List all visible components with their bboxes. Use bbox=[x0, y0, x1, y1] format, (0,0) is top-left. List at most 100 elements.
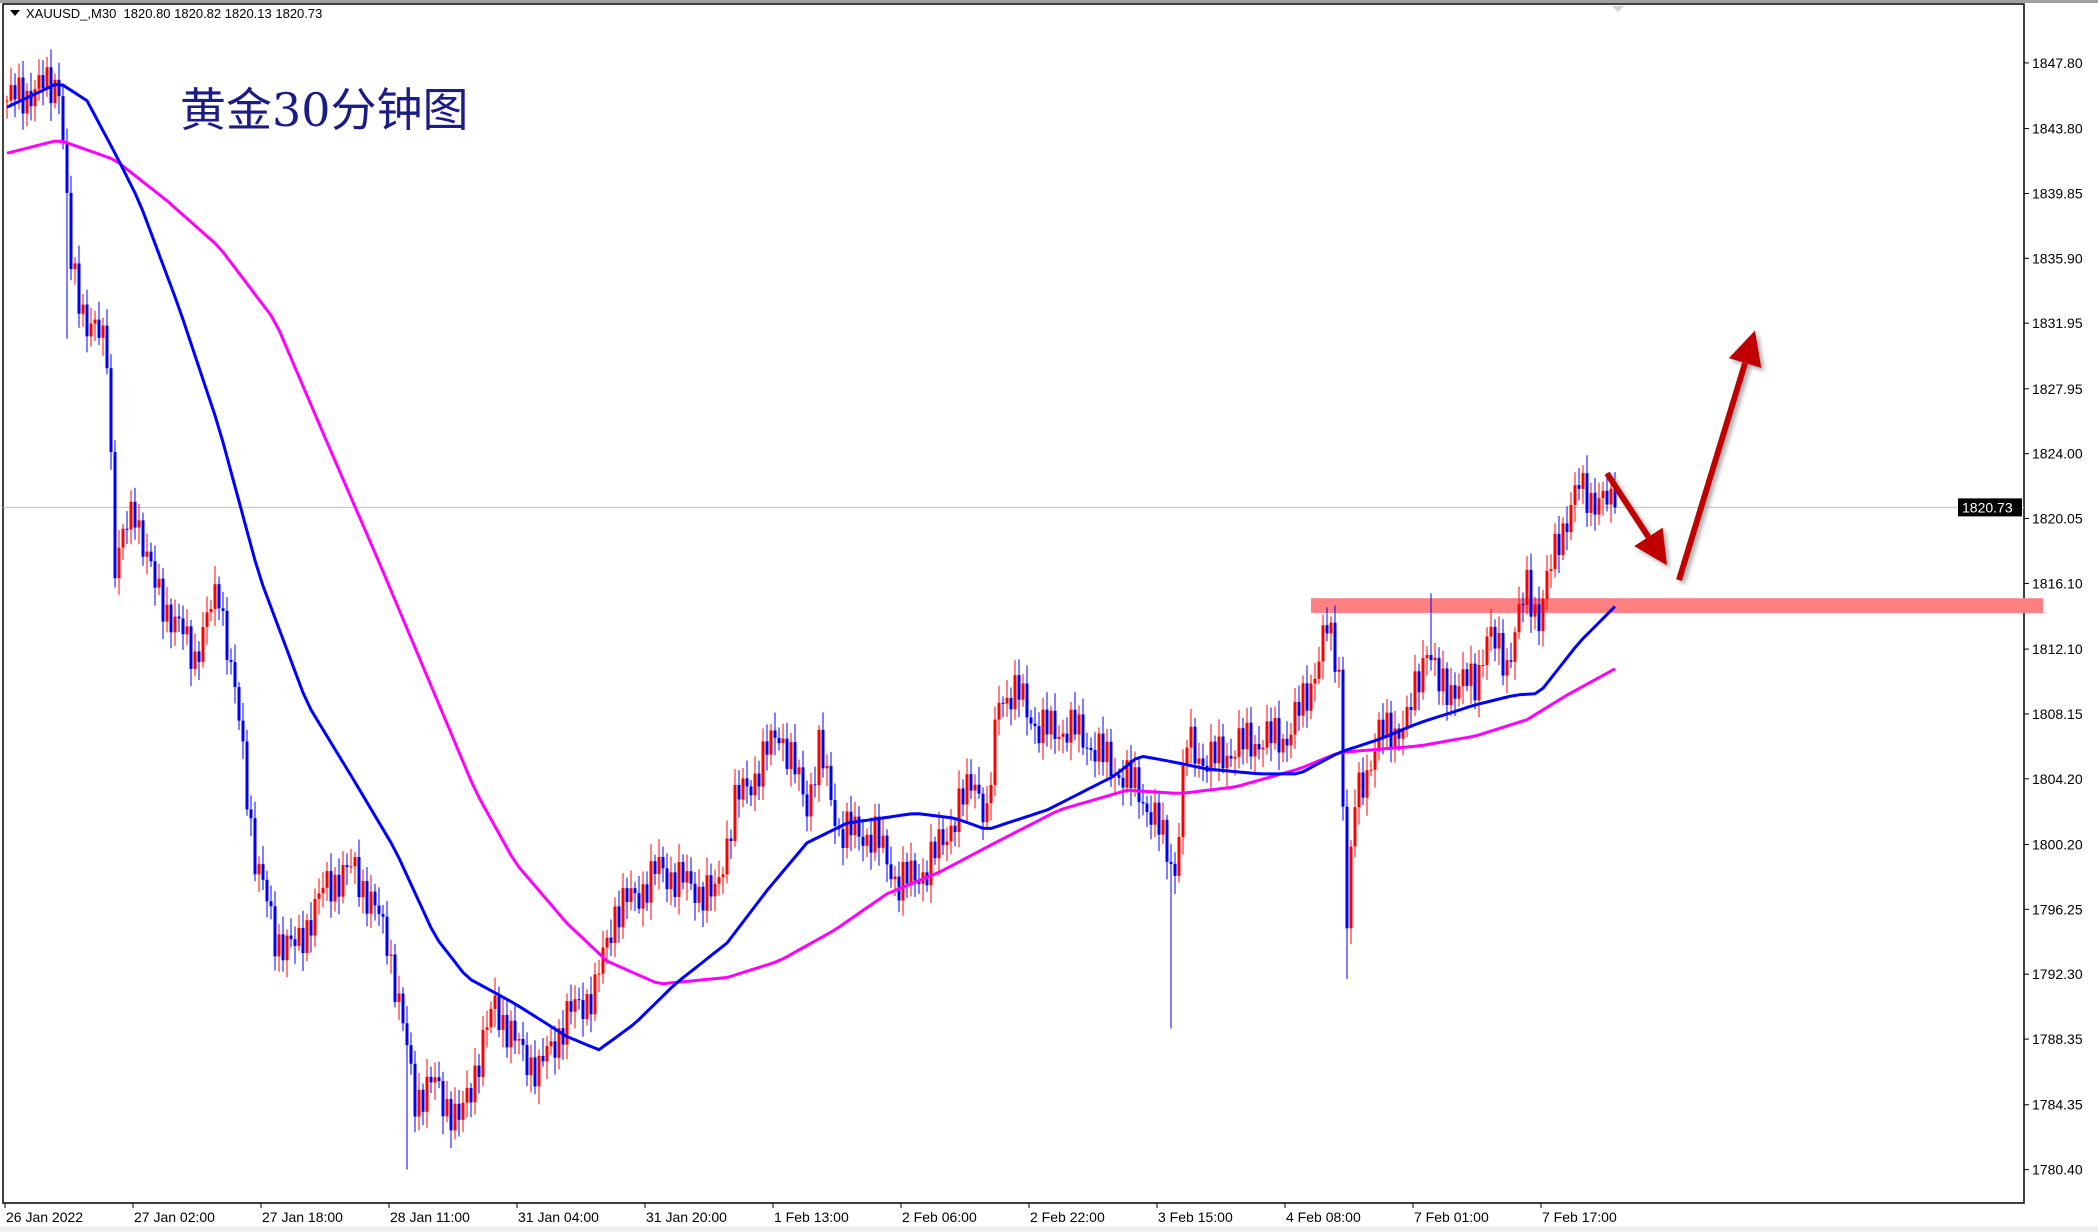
candle-body bbox=[1393, 728, 1397, 748]
candle-body bbox=[445, 1099, 449, 1117]
candle-body bbox=[1457, 686, 1461, 699]
candle bbox=[737, 770, 741, 818]
candle-body bbox=[929, 841, 933, 886]
candle-body bbox=[1033, 723, 1037, 727]
candle-body bbox=[717, 877, 721, 884]
candle bbox=[45, 56, 49, 97]
candle bbox=[613, 897, 617, 958]
candle bbox=[1585, 455, 1589, 527]
candle-body bbox=[741, 778, 745, 800]
candle bbox=[1237, 710, 1241, 769]
candle bbox=[425, 1058, 429, 1128]
candle bbox=[485, 1010, 489, 1048]
y-tick-label: 1804.20 bbox=[2032, 771, 2083, 787]
candle-body bbox=[113, 451, 117, 579]
candle bbox=[377, 887, 381, 926]
arrow-head-icon bbox=[1634, 527, 1667, 566]
candle bbox=[233, 644, 237, 704]
candle bbox=[105, 309, 109, 375]
candle-body bbox=[585, 994, 589, 1020]
candle bbox=[281, 916, 285, 972]
candle-body bbox=[1553, 533, 1557, 570]
candle bbox=[1177, 822, 1181, 883]
candle bbox=[145, 533, 149, 575]
candle-body bbox=[1365, 770, 1369, 798]
candle bbox=[1053, 693, 1057, 754]
candle-body bbox=[1533, 604, 1537, 617]
candle-body bbox=[1441, 668, 1445, 692]
scroll-marker-icon[interactable] bbox=[1612, 6, 1624, 12]
candle-body bbox=[329, 871, 333, 902]
candle-body bbox=[1301, 683, 1305, 716]
candle bbox=[1329, 616, 1333, 651]
candle bbox=[1389, 700, 1393, 763]
candle bbox=[57, 62, 61, 115]
candle-body bbox=[609, 937, 613, 944]
dropdown-triangle-icon[interactable] bbox=[10, 10, 20, 16]
candle bbox=[1521, 592, 1525, 623]
candle bbox=[857, 806, 861, 851]
candle-body bbox=[1525, 569, 1529, 605]
annotation-arrows bbox=[1604, 330, 1762, 582]
candle bbox=[457, 1089, 461, 1137]
candle bbox=[789, 732, 793, 787]
candle-body bbox=[997, 702, 1001, 720]
candle-body bbox=[97, 319, 101, 338]
candle bbox=[605, 929, 609, 964]
candle-body bbox=[1193, 726, 1197, 764]
candle-body bbox=[205, 612, 209, 627]
candle-body bbox=[421, 1089, 425, 1112]
candle bbox=[745, 760, 749, 804]
candle bbox=[1141, 783, 1145, 816]
candle bbox=[713, 869, 717, 912]
candle bbox=[641, 871, 645, 927]
chart-annotation-title: 黄金30分钟图 bbox=[180, 83, 469, 137]
candle-body bbox=[361, 881, 365, 898]
y-tick-label: 1820.05 bbox=[2032, 511, 2083, 527]
candle bbox=[1157, 790, 1161, 852]
candle bbox=[1557, 516, 1561, 573]
candle bbox=[293, 926, 297, 964]
candle bbox=[309, 902, 313, 953]
candle-body bbox=[1153, 802, 1157, 825]
candle-body bbox=[709, 875, 713, 897]
candle-body bbox=[285, 935, 289, 961]
candle bbox=[365, 867, 369, 927]
candle bbox=[1201, 743, 1205, 782]
candle-body bbox=[457, 1103, 461, 1120]
candle bbox=[1137, 758, 1141, 819]
candle-body bbox=[1513, 632, 1517, 662]
candle bbox=[1021, 674, 1025, 707]
candle bbox=[465, 1070, 469, 1118]
price-axis[interactable]: 1847.80 1843.80 1839.85 1835.90 1831.95 1827.… bbox=[1958, 55, 2083, 1178]
candle-body bbox=[149, 551, 153, 562]
y-tick-label: 1835.90 bbox=[2032, 250, 2083, 266]
candle-body bbox=[125, 528, 129, 530]
candle-body bbox=[613, 906, 617, 944]
candle-body bbox=[37, 75, 41, 90]
candle-body bbox=[1609, 488, 1613, 505]
candle bbox=[1373, 733, 1377, 788]
time-axis[interactable]: 26 Jan 2022 27 Jan 02:00 27 Jan 18:00 28 Ja… bbox=[4, 1203, 1617, 1225]
candle-body bbox=[589, 994, 593, 1015]
candle-body bbox=[913, 860, 917, 881]
candle-body bbox=[1093, 750, 1097, 762]
candle bbox=[1229, 738, 1233, 767]
candle bbox=[257, 856, 261, 892]
candle bbox=[1105, 728, 1109, 778]
candle bbox=[1605, 472, 1609, 512]
candle bbox=[101, 317, 105, 356]
candle-body bbox=[1577, 485, 1581, 489]
candle bbox=[845, 802, 849, 859]
candle-body bbox=[1377, 719, 1381, 752]
candle bbox=[941, 817, 945, 856]
candle bbox=[573, 985, 577, 1029]
candle bbox=[453, 1087, 457, 1140]
candle-body bbox=[705, 875, 709, 911]
candle bbox=[1085, 732, 1089, 766]
candle bbox=[189, 619, 193, 687]
candle bbox=[617, 890, 621, 943]
candle-body bbox=[901, 861, 905, 901]
candle bbox=[645, 871, 649, 911]
candle bbox=[953, 817, 957, 847]
